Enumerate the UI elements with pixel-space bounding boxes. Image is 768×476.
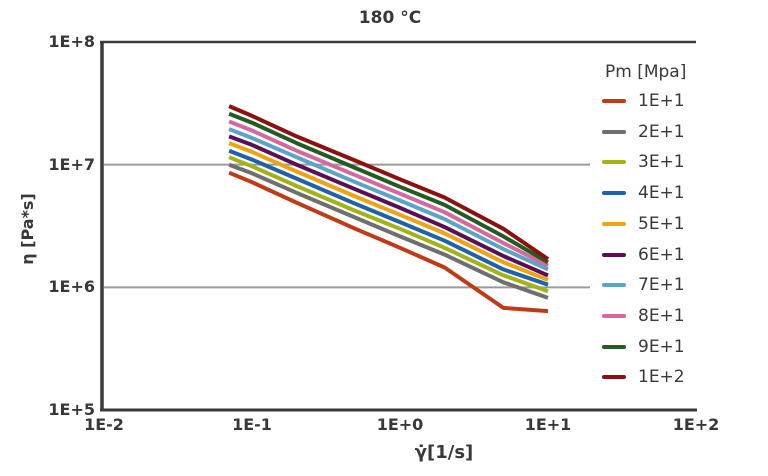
legend-swatch	[602, 252, 626, 257]
x-axis-title: γ̇[1/s]	[414, 442, 474, 463]
curve-line	[228, 162, 549, 300]
curve-line	[228, 141, 549, 282]
legend-item-label: 9E+1	[638, 336, 685, 357]
legend-item: 6E+1	[602, 245, 685, 265]
legend-swatch	[602, 313, 626, 318]
curve-line	[228, 127, 549, 272]
legend-item-label: 1E+2	[638, 367, 685, 388]
legend-title: Pm [Mpa]	[605, 62, 687, 82]
curve-line	[228, 111, 550, 265]
x-tick-label: 1E-1	[232, 415, 272, 434]
legend-item-label: 8E+1	[638, 305, 685, 326]
legend-item: 3E+1	[602, 152, 685, 172]
legend-item: 8E+1	[602, 306, 685, 326]
legend-swatch	[602, 191, 626, 196]
legend-swatch	[602, 99, 626, 103]
legend-item-label: 6E+1	[638, 244, 685, 265]
x-tick-label: 1E+0	[376, 415, 424, 434]
legend-swatch	[602, 344, 626, 349]
y-axis-title: η [Pa*s]	[18, 193, 37, 265]
legend-swatch	[602, 283, 626, 288]
legend-item: 4E+1	[602, 183, 685, 203]
y-tick-label: 1E+7	[48, 154, 95, 174]
legend-item: 1E+2	[602, 367, 685, 387]
legend-item: 9E+1	[602, 337, 685, 357]
legend-item: 7E+1	[602, 275, 685, 295]
legend-item: 1E+1	[602, 91, 685, 111]
legend-item-label: 2E+1	[638, 121, 685, 142]
legend-item-label: 7E+1	[638, 275, 685, 296]
chart-title: 180 °C	[358, 8, 422, 28]
legend-item-label: 1E+1	[638, 91, 685, 111]
legend-item: 5E+1	[602, 214, 685, 234]
x-tick-label: 1E+2	[672, 415, 720, 434]
legend-swatch	[602, 160, 626, 165]
legend-swatch	[602, 221, 626, 226]
y-tick-label: 1E+6	[48, 277, 95, 297]
x-tick-label: 1E-2	[84, 415, 124, 434]
x-tick-label: 1E+1	[524, 415, 572, 434]
legend-item-label: 4E+1	[638, 183, 685, 204]
legend-swatch	[602, 129, 626, 134]
curve-line	[228, 148, 549, 287]
y-tick-label: 1E+8	[48, 32, 95, 51]
curve-line	[228, 119, 549, 268]
legend-swatch	[602, 375, 626, 380]
legend: Pm [Mpa] 1E+1 2E+1 3E+1 4E+1 5E+1 6E+1 7E+1 8E+…	[592, 46, 712, 405]
y-tick-label: 1E+5	[48, 400, 95, 419]
curve-line	[228, 170, 549, 314]
legend-item-label: 5E+1	[638, 213, 685, 234]
legend-item: 2E+1	[602, 122, 685, 142]
legend-item-label: 3E+1	[638, 152, 685, 173]
curve-line	[228, 104, 550, 261]
curve-line	[228, 134, 549, 278]
curve-line	[228, 155, 549, 294]
